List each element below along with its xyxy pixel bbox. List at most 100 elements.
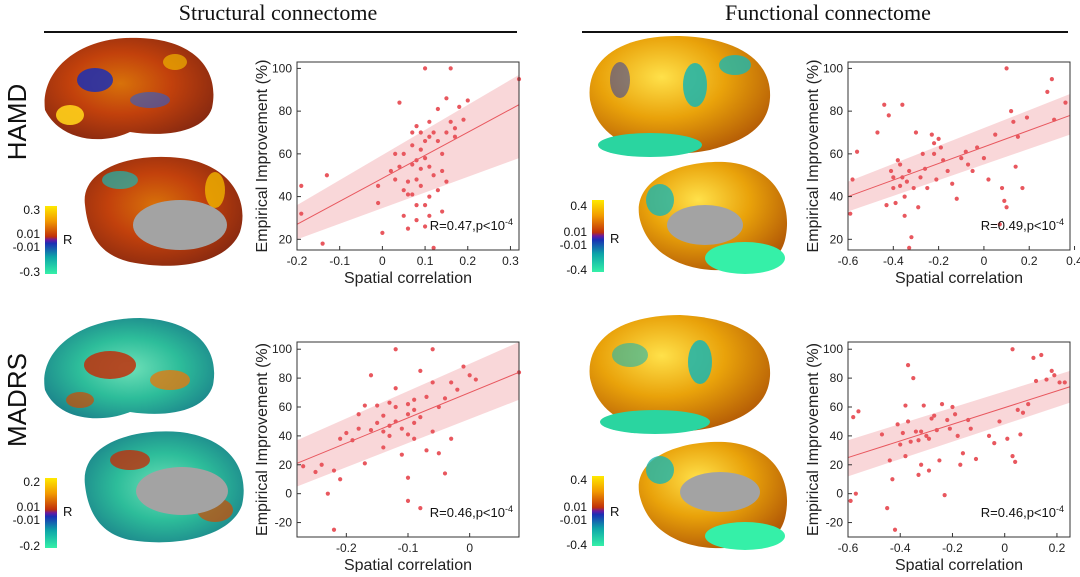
x-axis-label: Spatial correlation xyxy=(344,270,472,287)
data-point xyxy=(929,132,934,137)
data-point xyxy=(1045,89,1050,95)
data-point xyxy=(1049,368,1054,373)
colorbar-upper: 0.01 xyxy=(17,227,41,241)
data-point xyxy=(907,168,912,174)
data-point xyxy=(1013,164,1018,169)
data-point xyxy=(410,143,415,148)
data-point xyxy=(936,136,941,142)
data-point xyxy=(918,175,923,180)
data-point xyxy=(952,412,958,417)
data-point xyxy=(986,177,991,182)
data-point xyxy=(1026,402,1031,407)
x-tick-label: -0.2 xyxy=(336,541,357,555)
data-point xyxy=(449,380,454,385)
data-point xyxy=(467,373,472,378)
data-point xyxy=(959,156,964,161)
data-point xyxy=(436,451,441,456)
row-label-madrs: MADRS xyxy=(2,353,32,447)
data-point xyxy=(427,119,432,124)
data-point xyxy=(900,102,905,107)
data-point xyxy=(405,475,411,480)
data-point xyxy=(435,188,440,193)
y-tick-label: 60 xyxy=(279,400,293,414)
brain-medial-structural-madrs xyxy=(84,431,244,543)
data-point xyxy=(1005,436,1010,441)
data-point xyxy=(325,491,330,496)
data-point xyxy=(919,462,924,467)
colorbar-upper: 0.01 xyxy=(564,500,588,514)
data-point xyxy=(903,454,908,459)
data-point xyxy=(431,130,436,135)
data-point xyxy=(344,430,349,436)
stats-annotation: R=0.47,p<10-4 xyxy=(430,217,513,233)
data-point xyxy=(960,451,966,456)
data-point xyxy=(444,179,449,184)
x-tick-label: -0.1 xyxy=(398,541,419,555)
y-tick-label: 100 xyxy=(272,61,292,75)
x-axis-label: Spatial correlation xyxy=(344,557,472,572)
colorbar-min: -0.4 xyxy=(566,263,587,277)
stats-exponent: -4 xyxy=(505,504,513,514)
data-point xyxy=(405,432,411,437)
data-point xyxy=(375,403,380,408)
data-point xyxy=(418,130,423,135)
x-tick-label: 0 xyxy=(981,254,988,268)
data-point xyxy=(431,173,436,178)
structural-header: Structural connectome xyxy=(179,0,378,25)
data-point xyxy=(929,416,934,421)
stats-exponent: -4 xyxy=(1056,217,1064,227)
data-point xyxy=(999,185,1005,191)
x-tick-label: -0.6 xyxy=(838,254,859,268)
data-point xyxy=(882,102,887,107)
data-point xyxy=(898,442,903,447)
data-point xyxy=(461,117,466,122)
stats-exponent: -4 xyxy=(1056,504,1064,514)
data-point xyxy=(418,166,423,171)
data-point xyxy=(412,420,417,425)
y-tick-label: 0 xyxy=(836,487,843,501)
data-point xyxy=(440,151,445,156)
data-point xyxy=(387,400,392,405)
data-point xyxy=(448,66,453,71)
colorbar-max: 0.4 xyxy=(570,199,587,213)
data-point xyxy=(1044,377,1049,382)
data-point xyxy=(895,422,900,427)
x-tick-label: 0 xyxy=(379,254,386,268)
data-point xyxy=(427,213,432,218)
colorbar-label: R xyxy=(610,231,619,246)
data-point xyxy=(435,106,440,112)
data-point xyxy=(934,177,939,182)
data-point xyxy=(405,412,411,417)
data-point xyxy=(405,498,411,503)
y-tick-label: 60 xyxy=(830,400,844,414)
data-point xyxy=(913,130,919,135)
data-point xyxy=(885,506,890,511)
data-point xyxy=(319,462,324,467)
data-point xyxy=(418,183,423,189)
y-tick-label: 40 xyxy=(830,429,844,443)
brain-lateral-structural-hamd xyxy=(44,37,214,140)
data-point xyxy=(905,419,911,424)
data-point xyxy=(911,376,916,381)
colorbar-min: -0.3 xyxy=(19,265,40,279)
data-point xyxy=(848,498,853,503)
fit-line xyxy=(847,386,1071,459)
colorbar-label: R xyxy=(610,504,619,519)
data-point xyxy=(435,138,440,144)
data-point xyxy=(895,158,900,163)
data-point xyxy=(356,426,361,431)
y-tick-label: 60 xyxy=(279,147,293,161)
data-point xyxy=(414,217,419,223)
y-tick-label: 40 xyxy=(279,429,293,443)
data-point xyxy=(376,183,381,189)
data-point xyxy=(924,433,929,438)
data-point xyxy=(449,436,454,441)
y-axis-label: Empirical Improvement (%) xyxy=(254,343,271,536)
data-point xyxy=(401,151,406,156)
data-point xyxy=(427,134,432,139)
data-point xyxy=(853,491,858,496)
data-point xyxy=(444,130,449,135)
colorbar-min: -0.2 xyxy=(19,539,40,553)
stats-text: R=0.49,p<10 xyxy=(981,218,1056,233)
